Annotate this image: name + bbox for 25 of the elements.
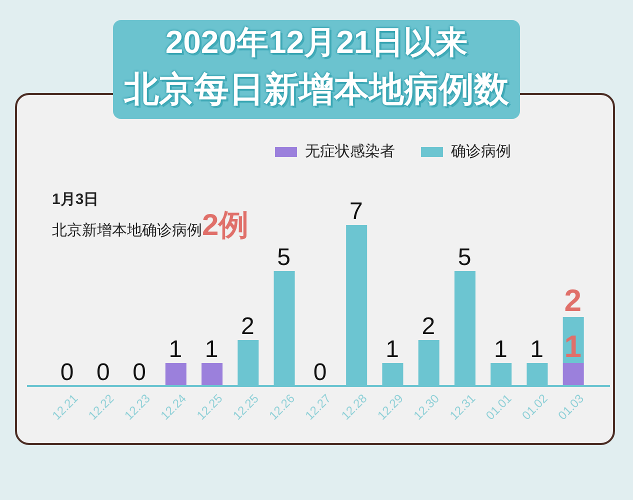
bar <box>202 363 223 386</box>
data-label: 0 <box>96 359 110 386</box>
data-label: 1 <box>530 336 544 363</box>
data-label: 0 <box>132 359 146 386</box>
data-label: 0 <box>60 359 74 386</box>
data-label: 5 <box>277 244 291 271</box>
data-label: 5 <box>458 244 472 271</box>
data-label: 2 <box>422 313 436 340</box>
bar <box>562 363 584 386</box>
data-label: 1 <box>204 336 218 363</box>
annotation: 北京新增本地确诊病例2例 <box>52 209 249 244</box>
chart-subtitle: 2020年12月21日以来 <box>165 24 468 60</box>
chart-title: 北京每日新增本地病例数 <box>124 70 509 109</box>
bar <box>165 363 186 386</box>
data-label: 0 <box>313 359 327 386</box>
legend-label: 确诊病例 <box>451 142 511 161</box>
data-label: 2 <box>241 313 254 340</box>
data-label: 1 <box>564 329 582 364</box>
data-label: 1 <box>386 336 399 363</box>
text: 1月3日 <box>52 191 99 208</box>
data-label: 1 <box>168 336 182 363</box>
data-label: 2 <box>564 283 582 318</box>
legend-label: 无症状感染者 <box>305 142 395 161</box>
data-label: 7 <box>349 198 363 225</box>
data-label: 1 <box>494 336 508 363</box>
